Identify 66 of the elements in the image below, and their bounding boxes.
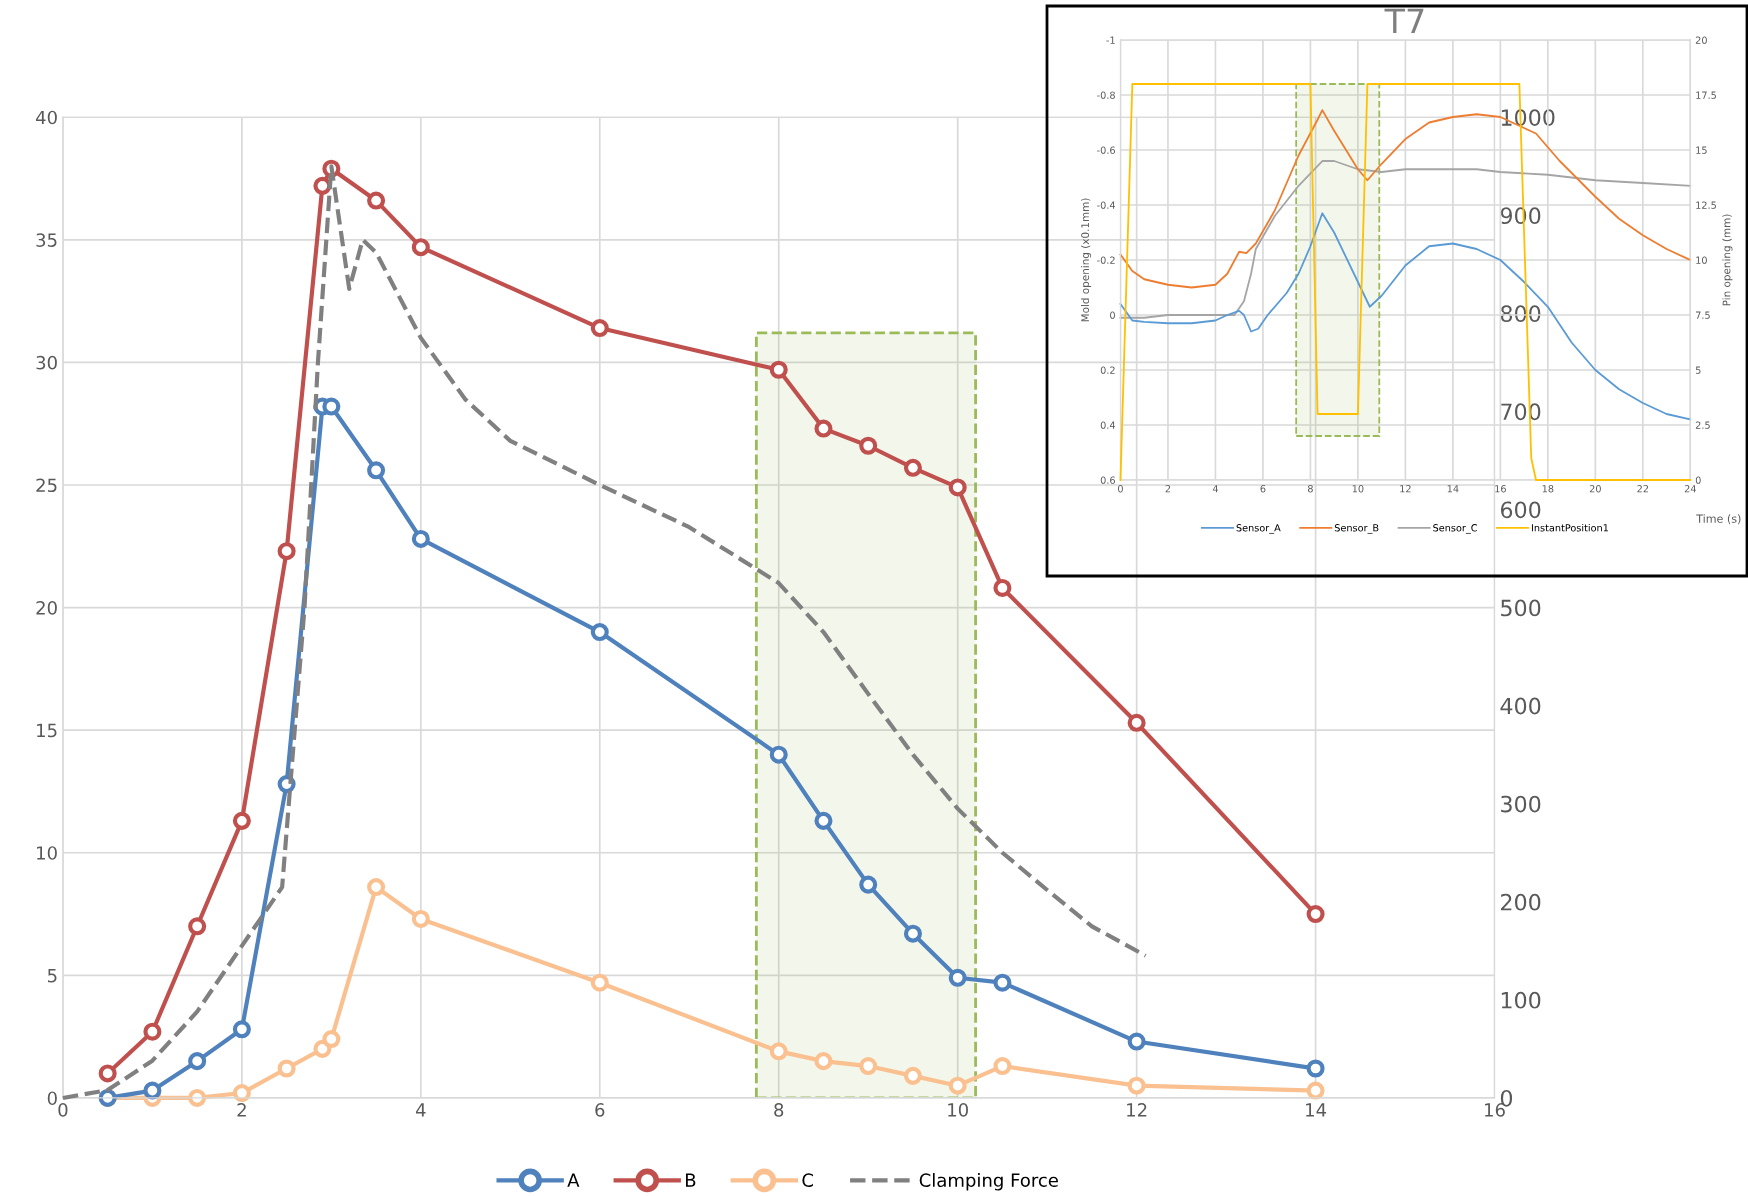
y2-tick-label: 17.5 [1696, 91, 1716, 99]
y-tick-label: 25 [36, 478, 57, 493]
y2-tick-label: 10 [1696, 256, 1707, 264]
x-tick-label: 10 [948, 1103, 968, 1117]
y-axis-title: Mold opening (x0.1mm) [1081, 198, 1092, 322]
y-tick-label: 0 [1110, 311, 1115, 319]
y-tick-label: -0.8 [1097, 91, 1115, 99]
y-tick-label: -0.6 [1097, 146, 1115, 154]
y-tick-label: 40 [35, 110, 57, 125]
legend-label: Clamping Force [919, 1173, 1058, 1191]
x-tick-label: 18 [1542, 485, 1554, 493]
x-tick-label: 8 [1307, 485, 1313, 493]
y-tick-label: 30 [36, 355, 57, 370]
x-tick-label: 2 [237, 1103, 246, 1117]
x-tick-label: 6 [595, 1103, 605, 1117]
x-tick-label: 4 [1212, 485, 1218, 493]
y2-tick-label: 12.5 [1696, 201, 1716, 209]
x-tick-label: 2 [1165, 485, 1171, 493]
y2-tick-label: 300 [1501, 795, 1541, 813]
y-tick-label: 35 [36, 233, 57, 247]
y2-tick-label: 500 [1501, 599, 1541, 617]
y-tick-label: 0.6 [1100, 476, 1115, 484]
x-tick-label: 14 [1306, 1103, 1327, 1117]
y-tick-label: 0 [47, 1091, 57, 1106]
x-tick-label: 8 [774, 1103, 784, 1117]
x-tick-label: 6 [1260, 485, 1266, 493]
legend-label: Sensor_B [1334, 524, 1379, 534]
y-tick-label: -1 [1106, 36, 1115, 44]
legend-label: InstantPosition1 [1531, 523, 1608, 532]
x-tick-label: 12 [1400, 485, 1411, 493]
y-tick-label: 0.4 [1100, 421, 1116, 429]
y2-tick-label: 7.5 [1695, 311, 1710, 319]
x-axis-title: Time (s) [1696, 514, 1741, 525]
y2-tick-label: 2.5 [1695, 421, 1710, 429]
y-tick-label: 20 [36, 601, 57, 615]
x-tick-label: 24 [1684, 485, 1696, 493]
y2-tick-label: 0 [1695, 476, 1701, 484]
y-tick-label: -0.2 [1097, 256, 1115, 264]
legend-label: Sensor_C [1433, 524, 1478, 534]
x-tick-label: 14 [1447, 485, 1459, 493]
y2-tick-label: 400 [1500, 697, 1541, 715]
x-tick-label: 12 [1127, 1103, 1147, 1117]
x-tick-label: 0 [58, 1103, 68, 1117]
y-tick-label: 5 [47, 969, 57, 983]
y2-axis-title: Pin opening (mm) [1722, 214, 1733, 306]
chart-title: T7 [1384, 8, 1424, 34]
legend-label: B [686, 1173, 696, 1187]
x-tick-label: 16 [1495, 485, 1506, 493]
y-tick-label: 15 [37, 723, 57, 738]
x-tick-label: 0 [1118, 485, 1123, 493]
y2-tick-label: 600 [1500, 501, 1541, 519]
x-tick-label: 4 [415, 1103, 426, 1117]
legend-label: C [802, 1173, 813, 1187]
x-tick-label: 20 [1589, 485, 1601, 493]
legend-label: Sensor_A [1236, 524, 1281, 534]
y-tick-label: -0.4 [1097, 201, 1116, 209]
y-tick-label: 0.2 [1100, 366, 1115, 374]
y2-tick-label: 20 [1695, 36, 1707, 44]
x-tick-label: 10 [1352, 485, 1364, 493]
x-tick-label: 22 [1637, 485, 1649, 493]
y2-tick-label: 15 [1696, 146, 1707, 154]
y2-tick-label: 200 [1501, 893, 1541, 911]
y-tick-label: 10 [37, 846, 57, 860]
y2-tick-label: 100 [1501, 991, 1541, 1009]
legend-label: A [567, 1173, 580, 1187]
y2-tick-label: 5 [1695, 366, 1701, 374]
